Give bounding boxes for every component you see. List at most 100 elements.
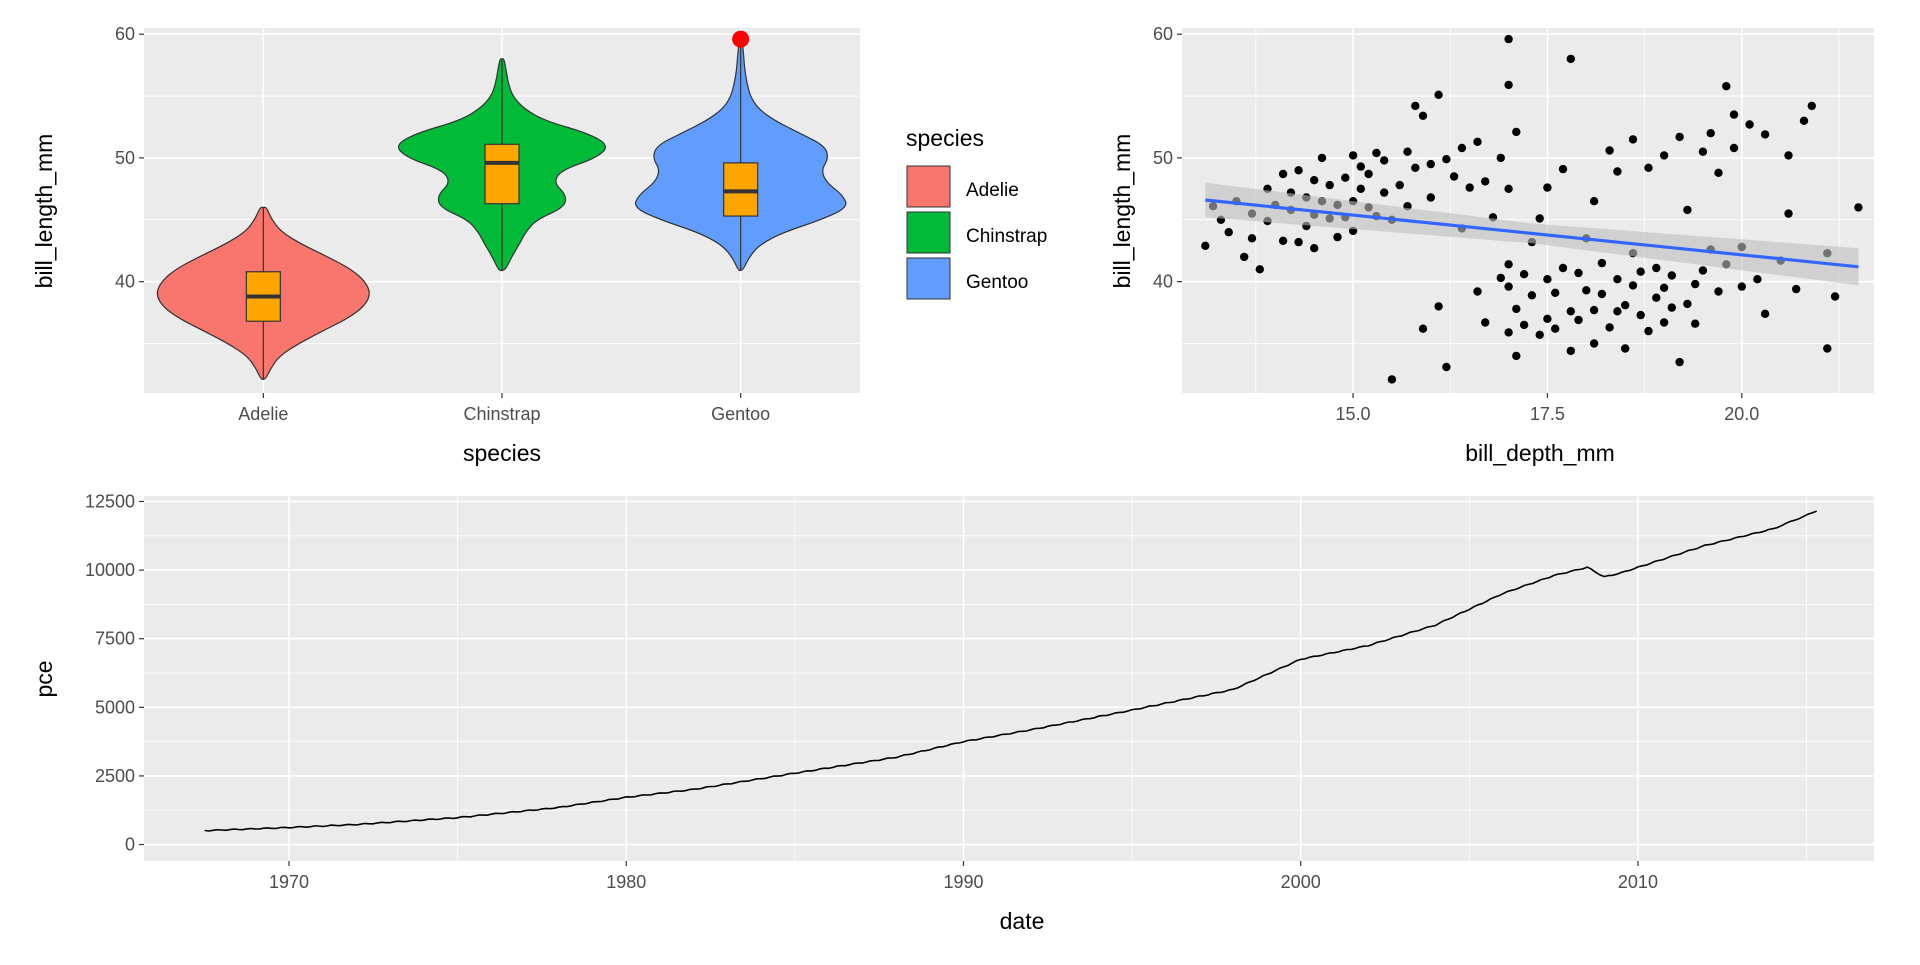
scatter-point	[1675, 132, 1684, 142]
scatter-point	[1411, 101, 1420, 111]
scatter-point	[1589, 339, 1599, 348]
y-tick-label: 40	[115, 272, 135, 292]
scatter-point	[1784, 151, 1793, 160]
scatter-point	[1543, 275, 1552, 284]
scatter-point	[1659, 318, 1669, 327]
species-legend: species Adelie Chinstrap Gentoo	[906, 125, 1047, 300]
scatter-point	[1714, 287, 1723, 296]
y-tick-label: 10000	[85, 560, 135, 580]
x-tick-label: 1980	[606, 872, 646, 892]
scatter-plot: 40 50 60 15.0 17.5 20.0 bill_depth_mm bill_le…	[1109, 24, 1874, 466]
scatter-point	[1714, 168, 1723, 177]
scatter-point	[1644, 163, 1653, 172]
scatter-point	[1636, 310, 1645, 320]
line-panel-bg	[144, 496, 1874, 861]
scatter-point	[1613, 167, 1622, 176]
scatter-point	[1566, 307, 1576, 316]
violin-ticks: 40 50 60 Adelie Chinstrap Gentoo	[115, 24, 770, 424]
scatter-point	[1722, 82, 1731, 91]
scatter-point	[1426, 193, 1436, 202]
scatter-point	[1621, 301, 1630, 310]
scatter-point	[1597, 289, 1607, 299]
scatter-point	[1504, 184, 1513, 193]
scatter-point	[1652, 263, 1661, 273]
y-tick-label: 50	[115, 148, 135, 168]
scatter-point	[1473, 287, 1482, 296]
y-tick-label: 12500	[85, 491, 135, 511]
scatter-point	[1442, 362, 1451, 372]
legend-label-chinstrap: Chinstrap	[966, 226, 1047, 247]
scatter-point	[1333, 232, 1342, 242]
scatter-point	[1605, 323, 1614, 332]
scatter-point	[1512, 351, 1521, 361]
y-tick-label: 40	[1153, 272, 1173, 292]
scatter-point	[1799, 116, 1809, 126]
scatter-point	[1628, 135, 1638, 144]
scatter-point	[1504, 282, 1513, 291]
scatter-point	[1605, 146, 1614, 155]
smooth-regression-line	[1205, 198, 1859, 269]
scatter-point	[1449, 172, 1459, 181]
scatter-point	[1278, 169, 1288, 179]
x-tick-label: 17.5	[1530, 404, 1565, 424]
scatter-point	[1395, 180, 1404, 190]
x-tick-label: 2010	[1618, 872, 1658, 892]
scatter-point	[1691, 279, 1700, 289]
scatter-point	[1512, 127, 1521, 137]
legend-key-adelie	[906, 165, 951, 208]
scatter-point	[1535, 214, 1544, 223]
scatter-point	[1691, 319, 1700, 328]
scatter-point	[1442, 155, 1451, 164]
line-ticks: 0 2500 5000 7500 10000 12500 1970 1980 1990 2000 2…	[85, 491, 1658, 892]
scatter-point	[1481, 318, 1490, 327]
scatter-point	[1426, 159, 1436, 169]
scatter-point	[1683, 299, 1692, 309]
scatter-point	[1558, 164, 1568, 174]
scatter-point	[1317, 153, 1327, 163]
scatter-point	[1387, 375, 1397, 384]
scatter-point	[1667, 271, 1677, 280]
scatter-point	[1613, 307, 1622, 316]
legend-key-gentoo	[906, 257, 951, 300]
scatter-point	[1753, 275, 1762, 284]
scatter-point	[1760, 309, 1770, 318]
scatter-point	[1784, 209, 1793, 218]
x-tick-label: 2000	[1281, 872, 1321, 892]
scatter-point	[1341, 173, 1350, 182]
legend-label-adelie: Adelie	[966, 180, 1019, 201]
scatter-point	[1683, 205, 1692, 215]
scatter-point	[1574, 315, 1583, 325]
scatter-point	[1481, 177, 1490, 186]
scatter-point	[1348, 151, 1358, 160]
legend-title: species	[906, 125, 984, 151]
line-marks	[204, 510, 1817, 832]
scatter-point	[1760, 130, 1770, 139]
scatter-point	[1737, 282, 1747, 291]
violin-marks	[156, 30, 847, 381]
scatter-point	[1551, 288, 1560, 297]
scatter-point	[1356, 162, 1366, 171]
scatter-point	[1418, 324, 1428, 333]
scatter-point	[1706, 129, 1715, 138]
scatter-point	[1551, 324, 1560, 333]
scatter-point	[1364, 169, 1373, 179]
scatter-point	[1457, 143, 1467, 153]
scatter-point	[1589, 305, 1599, 315]
legend-key-chinstrap	[906, 211, 951, 254]
scatter-point	[1535, 330, 1544, 339]
scatter-point	[1675, 357, 1684, 367]
x-tick-label-adelie: Adelie	[238, 404, 288, 424]
x-tick-label: 1970	[269, 872, 309, 892]
scatter-point	[1504, 80, 1513, 90]
line-plot: 0 2500 5000 7500 10000 12500 1970 1980 1990 2000 2…	[31, 491, 1874, 934]
scatter-point	[1512, 304, 1521, 314]
scatter-point	[1636, 267, 1645, 276]
scatter-point	[1496, 153, 1506, 163]
scatter-point	[1597, 258, 1607, 268]
y-tick-label: 5000	[95, 697, 135, 717]
line-gridlines	[144, 496, 1874, 861]
scatter-point	[1729, 110, 1739, 119]
scatter-point	[1224, 228, 1233, 237]
line-y-axis-title: pce	[31, 660, 57, 697]
scatter-ticks: 40 50 60 15.0 17.5 20.0	[1153, 24, 1759, 424]
